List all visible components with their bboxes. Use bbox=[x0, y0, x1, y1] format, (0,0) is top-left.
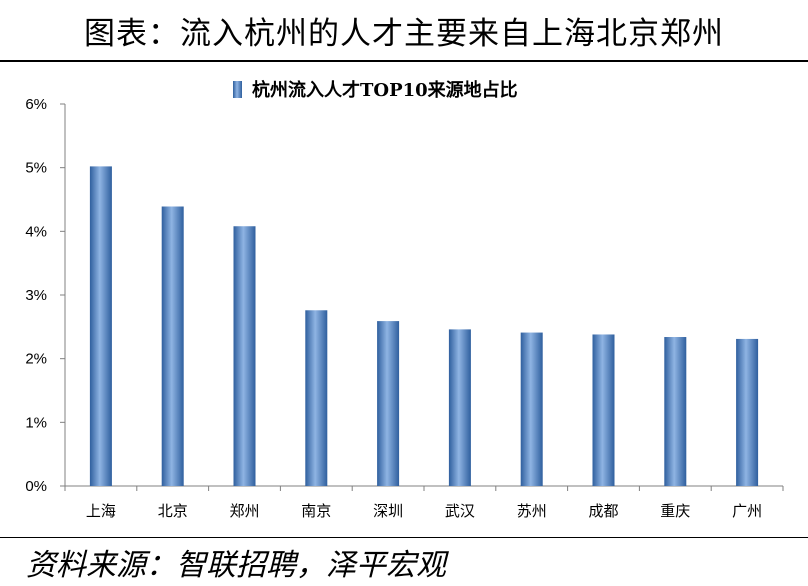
y-tick-label: 3% bbox=[25, 287, 47, 304]
chart-axes bbox=[60, 103, 784, 491]
bar-3 bbox=[233, 226, 256, 487]
chart-legend: 杭州流入人才TOP10来源地占比 bbox=[233, 79, 518, 101]
chart-bars bbox=[89, 166, 759, 487]
bar-9 bbox=[664, 337, 687, 486]
y-tick-label: 2% bbox=[25, 351, 47, 368]
bar-1 bbox=[89, 166, 112, 486]
x-category-label: 郑州 bbox=[229, 502, 259, 520]
y-tick-label: 4% bbox=[25, 223, 47, 240]
bar-5 bbox=[377, 321, 400, 486]
x-category-label: 成都 bbox=[588, 502, 618, 520]
figure-title: 图表：流入杭州的人才主要来自上海北京郑州 bbox=[84, 16, 724, 52]
y-tick-label: 0% bbox=[25, 478, 47, 495]
bar-10 bbox=[736, 338, 759, 486]
source-note: 资料来源：智联招聘，泽平宏观 bbox=[26, 548, 446, 583]
bar-6 bbox=[448, 329, 471, 486]
x-category-label: 上海 bbox=[86, 502, 116, 520]
title-divider bbox=[0, 60, 808, 62]
bar-4 bbox=[305, 310, 328, 486]
y-tick-label: 5% bbox=[25, 160, 47, 177]
x-category-label: 深圳 bbox=[373, 502, 403, 520]
x-category-label: 北京 bbox=[158, 502, 188, 520]
bar-8 bbox=[592, 334, 615, 486]
source-divider bbox=[0, 537, 808, 538]
bar-chart: 杭州流入人才TOP10来源地占比 0% 1% 2% 3% 4% 5% 6% 上海 北京 郑州 南京 深… bbox=[25, 79, 784, 520]
x-category-label: 广州 bbox=[732, 502, 762, 520]
chart-labels: 0% 1% 2% 3% 4% 5% 6% 上海 北京 郑州 南京 深圳 武汉 苏州 成都 重庆 广州 bbox=[25, 96, 762, 520]
bar-2 bbox=[161, 206, 184, 486]
y-tick-label: 1% bbox=[25, 414, 47, 431]
legend-label: 杭州流入人才TOP10来源地占比 bbox=[252, 79, 518, 101]
x-category-label: 南京 bbox=[301, 502, 331, 520]
x-category-label: 重庆 bbox=[660, 502, 690, 520]
y-tick-label: 6% bbox=[25, 96, 47, 113]
bar-7 bbox=[520, 332, 543, 486]
x-category-label: 武汉 bbox=[445, 502, 475, 520]
x-category-label: 苏州 bbox=[517, 502, 547, 520]
legend-swatch bbox=[233, 81, 242, 98]
